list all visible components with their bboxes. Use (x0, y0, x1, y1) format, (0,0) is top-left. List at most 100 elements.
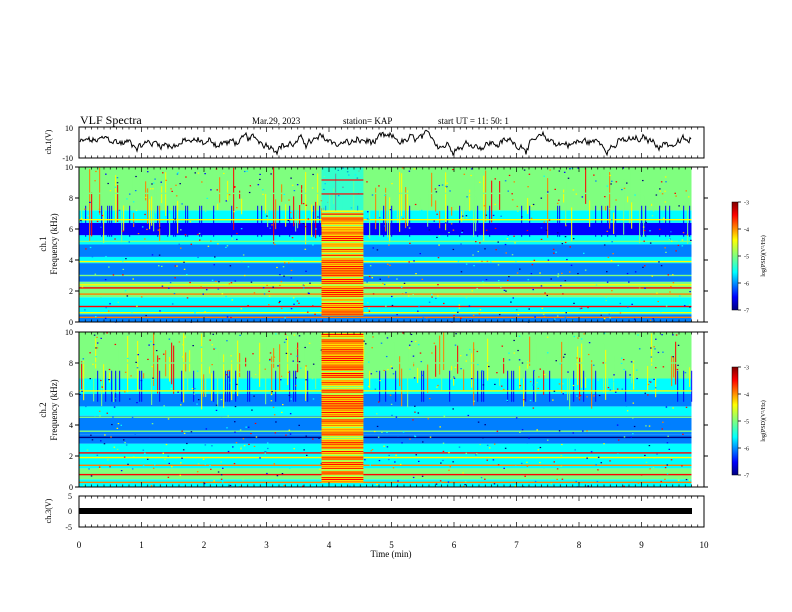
spectrogram-streak (445, 172, 447, 231)
spectrogram-speckle (262, 287, 265, 289)
spectrogram-speckle (184, 234, 187, 236)
spectrogram-speckle (598, 394, 601, 397)
spectrogram-speckle (460, 217, 463, 220)
spectrogram-burst-line (321, 312, 364, 314)
spectrogram-speckle (372, 247, 375, 249)
spectrogram-speckle (240, 260, 243, 262)
spectrogram-speckle (465, 297, 468, 299)
spectrogram-speckle (389, 394, 392, 396)
spectrogram-speckle (152, 343, 155, 346)
spectrogram-speckle (684, 372, 687, 374)
spectrogram-speckle (158, 254, 161, 256)
spectrogram-line (79, 390, 692, 392)
spectrogram-speckle (466, 354, 468, 356)
spectrogram-speckle (230, 316, 232, 319)
spectrogram-speckle (124, 391, 126, 393)
spectrogram-streak (527, 360, 529, 369)
spectrogram-speckle (230, 282, 233, 284)
time-tick-label: 2 (202, 540, 207, 550)
spectrogram-speckle (378, 401, 380, 403)
spectrogram-speckle (227, 415, 230, 417)
spectrogram-speckle (285, 338, 288, 340)
start-time-label: start UT = 11: 50: 1 (438, 116, 509, 126)
spectrogram-speckle (465, 263, 468, 265)
spectrogram-speckle (577, 272, 579, 275)
spectrogram-streak (111, 205, 113, 237)
spectrogram-speckle (305, 454, 308, 456)
spectrogram-speckle (180, 404, 182, 406)
spectrogram-speckle (281, 473, 284, 475)
spectrogram-speckle (490, 261, 492, 263)
spectrogram-speckle (115, 391, 117, 394)
spectrogram-band (79, 281, 692, 298)
spectrogram-speckle (200, 346, 203, 348)
spectrogram-burst-line (321, 421, 364, 423)
spectrogram-speckle (678, 240, 680, 242)
spectrogram-speckle (204, 444, 207, 446)
spectrogram-speckle (89, 352, 91, 354)
spectrogram-speckle (319, 468, 321, 470)
spectrogram-speckle (686, 234, 689, 236)
spectrogram-burst-line (321, 230, 364, 232)
spectrogram-streak (605, 349, 607, 400)
spectrogram-streak (239, 190, 241, 199)
spectrogram-speckle (542, 313, 545, 315)
spectrogram-speckle (519, 268, 521, 270)
spectrogram-speckle (368, 385, 370, 388)
spectrogram-speckle (689, 291, 691, 293)
spectrogram-burst-line (321, 252, 364, 254)
spectrogram-speckle (464, 484, 466, 486)
spectrogram-speckle (564, 466, 567, 468)
spectrogram-streak (393, 342, 395, 376)
spectrogram-speckle (609, 389, 612, 391)
spectrogram-streak (419, 197, 421, 211)
spectrogram-speckle (531, 400, 534, 402)
spectrogram-speckle (532, 203, 535, 206)
spectrogram-speckle (263, 293, 266, 295)
spectrogram-speckle (394, 296, 396, 298)
spectrogram-streak (457, 345, 459, 374)
spectrogram-speckle (198, 239, 201, 241)
spectrogram-speckle (289, 433, 292, 435)
spectrogram-speckle (165, 179, 167, 181)
spectrogram-speckle (107, 459, 109, 461)
spectrogram-speckle (132, 278, 134, 280)
spectrogram-speckle (248, 443, 250, 446)
spectrogram-speckle (106, 412, 109, 414)
spectrogram-speckle (144, 452, 146, 454)
spectrogram-speckle (682, 232, 685, 234)
spectrogram-speckle (516, 205, 519, 208)
spectrogram-streak (295, 202, 297, 232)
spectrogram-speckle (623, 485, 625, 487)
spectrogram-speckle (258, 395, 261, 397)
spectrogram-speckle (473, 265, 475, 267)
colorbar-tick-label: -5 (744, 255, 749, 261)
spectrogram-speckle (191, 388, 194, 390)
spectrogram-streak (211, 373, 213, 401)
spectrogram-streak (433, 369, 435, 379)
spectrogram-burst-line (321, 339, 364, 341)
spectrogram-streak (607, 369, 609, 388)
spectrogram-line (79, 312, 692, 314)
spectrogram-speckle (240, 448, 242, 450)
spectrogram-streak (255, 374, 257, 375)
spectrogram-speckle (678, 205, 680, 207)
spectrogram-speckle (96, 347, 99, 349)
spectrogram-speckle (632, 417, 634, 419)
spectrogram-speckle (514, 465, 517, 467)
spectrogram-streak (683, 205, 685, 237)
colorbar-tick-label: -4 (744, 228, 749, 234)
spectrogram-speckle (163, 405, 165, 407)
spectrogram-speckle (210, 468, 212, 470)
spectrogram-speckle (448, 469, 450, 471)
spectrogram-speckle (549, 169, 551, 171)
spectrogram-burst-line (321, 217, 364, 219)
spectrogram-speckle (380, 342, 383, 344)
spectrogram-speckle (94, 180, 96, 182)
spectrogram-burst-line (321, 280, 364, 282)
spectrogram-speckle (89, 378, 92, 380)
spectrogram-speckle (586, 396, 588, 398)
spectrogram-speckle (532, 407, 535, 409)
spectrogram-speckle (419, 352, 422, 354)
